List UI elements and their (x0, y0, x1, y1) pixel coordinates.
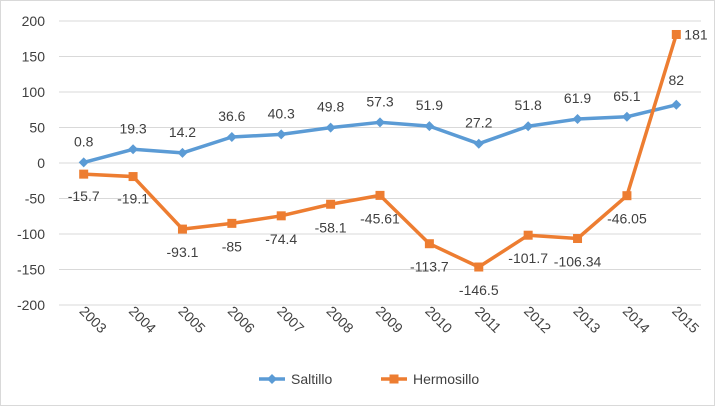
data-point-saltillo (177, 147, 188, 158)
data-point-hermosillo (622, 191, 632, 201)
data-label-saltillo: 40.3 (268, 105, 295, 121)
data-point-saltillo (473, 138, 484, 149)
x-tick-label: 2007 (274, 303, 307, 336)
x-tick-label: 2003 (77, 303, 110, 336)
data-point-hermosillo (474, 262, 484, 272)
data-label-hermosillo: -15.7 (68, 188, 100, 204)
gridlines (59, 20, 701, 306)
data-point-saltillo (128, 144, 139, 155)
x-axis: 2003 2004 2005 2006 2007 2008 2009 2010 2011 2012… (77, 303, 703, 336)
data-point-saltillo (226, 132, 237, 143)
y-tick-label: 50 (29, 120, 45, 136)
y-tick-label: 0 (37, 155, 45, 171)
x-tick-label: 2013 (570, 303, 603, 336)
x-tick-label: 2006 (225, 303, 258, 336)
y-axis: 200 150 100 50 0 -50 -100 -150 -200 (17, 13, 45, 313)
data-point-saltillo (276, 129, 287, 140)
data-point-hermosillo (573, 234, 583, 244)
data-label-saltillo: 57.3 (366, 93, 393, 109)
data-label-hermosillo: -101.7 (508, 250, 548, 266)
data-point-hermosillo (79, 169, 89, 179)
data-label-saltillo: 51.8 (515, 97, 542, 113)
data-point-hermosillo (523, 230, 533, 240)
series-layer (78, 29, 682, 272)
x-tick-label: 2011 (472, 303, 505, 336)
data-label-saltillo: 49.8 (317, 99, 344, 115)
data-label-saltillo: 82 (669, 72, 685, 88)
data-label-hermosillo: -46.05 (607, 211, 647, 227)
x-tick-label: 2012 (521, 303, 554, 336)
data-point-saltillo (523, 121, 534, 132)
y-tick-label: -200 (17, 297, 45, 313)
data-point-saltillo (78, 157, 89, 168)
data-point-hermosillo (128, 172, 138, 182)
data-label-hermosillo: -58.1 (315, 219, 347, 235)
legend-marker-saltillo (267, 374, 277, 384)
x-tick-label: 2015 (669, 303, 702, 336)
legend-label-hermosillo: Hermosillo (413, 371, 479, 387)
data-point-hermosillo (326, 199, 336, 209)
y-tick-label: 100 (22, 84, 46, 100)
data-label-hermosillo: -19.1 (117, 191, 149, 207)
data-label-saltillo: 36.6 (218, 108, 245, 124)
y-tick-label: -150 (17, 262, 45, 278)
y-tick-label: 150 (22, 49, 46, 65)
data-point-hermosillo (177, 224, 187, 234)
data-point-saltillo (375, 117, 385, 128)
x-tick-label: 2014 (620, 303, 653, 336)
data-label-saltillo: 51.9 (416, 97, 443, 113)
data-point-saltillo (325, 122, 336, 133)
data-label-saltillo: 0.8 (74, 133, 94, 149)
data-label-saltillo: 61.9 (564, 90, 591, 106)
data-label-hermosillo: -85 (222, 238, 242, 254)
data-point-saltillo (572, 114, 583, 125)
data-label-hermosillo: 181 (684, 26, 708, 42)
data-label-hermosillo: -45.61 (360, 210, 400, 226)
x-tick-label: 2010 (422, 303, 455, 336)
y-tick-label: -50 (25, 191, 45, 207)
data-labels: 0.8 19.3 14.2 36.6 40.3 49.8 57.3 51.9 27.2 51.8 6… (68, 26, 708, 298)
x-tick-label: 2004 (126, 303, 159, 336)
data-label-hermosillo: -106.34 (554, 254, 602, 270)
data-point-saltillo (621, 111, 632, 122)
y-tick-label: 200 (22, 13, 46, 29)
data-label-saltillo: 27.2 (465, 115, 492, 131)
x-tick-label: 2005 (175, 303, 208, 336)
legend-label-saltillo: Saltillo (291, 371, 332, 387)
data-label-saltillo: 14.2 (169, 124, 196, 140)
data-label-hermosillo: -113.7 (410, 259, 449, 275)
data-point-hermosillo (276, 211, 286, 221)
data-label-hermosillo: -93.1 (167, 244, 199, 260)
data-point-hermosillo (227, 218, 237, 228)
data-label-saltillo: 19.3 (119, 120, 146, 136)
legend: Saltillo Hermosillo (259, 371, 479, 387)
x-tick-label: 2009 (373, 303, 406, 336)
x-tick-label: 2008 (323, 303, 356, 336)
data-label-saltillo: 65.1 (613, 88, 640, 104)
data-point-saltillo (671, 99, 682, 110)
y-tick-label: -100 (17, 226, 45, 242)
data-label-hermosillo: -74.4 (265, 231, 297, 247)
legend-marker-hermosillo (389, 374, 399, 384)
data-point-hermosillo (671, 29, 681, 39)
data-label-hermosillo: -146.5 (459, 282, 499, 298)
data-point-hermosillo (424, 239, 434, 249)
data-point-hermosillo (375, 190, 385, 200)
data-point-saltillo (424, 121, 435, 132)
